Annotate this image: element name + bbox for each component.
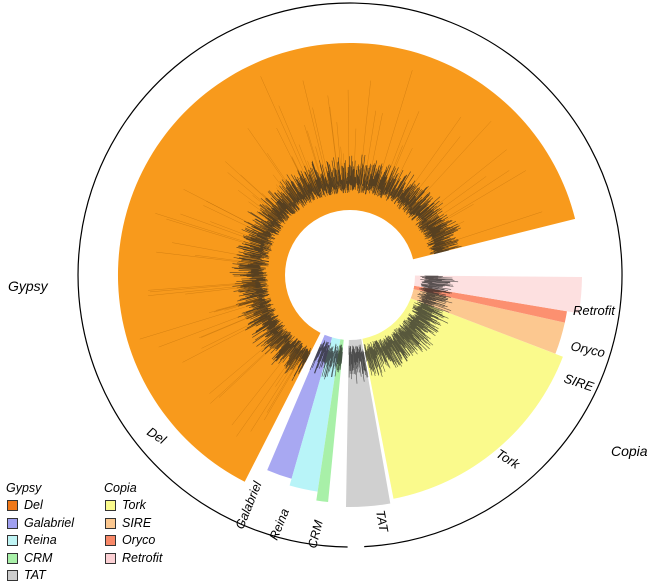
clade-label-crm: CRM xyxy=(305,518,326,550)
clade-label-retrofit: Retrofit xyxy=(573,303,616,318)
superfamily-label-gypsy: Gypsy xyxy=(8,278,49,294)
clade-label-tork: Tork xyxy=(493,446,523,473)
legend-swatch-reina xyxy=(7,535,18,547)
clade-label-reina: Reina xyxy=(267,507,292,543)
clade-sector-crm xyxy=(316,334,345,502)
legend-gypsy-title: Gypsy xyxy=(6,481,42,495)
legend-swatch-galabriel xyxy=(7,517,18,529)
legend-copia-title: Copia xyxy=(104,481,137,495)
clade-sector-del xyxy=(117,42,576,482)
clade-label-oryco: Oryco xyxy=(569,338,606,360)
legend-swatch-retrofit xyxy=(105,552,116,564)
legend-item-oryco: Oryco xyxy=(104,532,162,550)
legend-item-tat: TAT xyxy=(6,567,74,585)
clade-label-sire: SIRE xyxy=(562,371,596,395)
clade-label-del: Del xyxy=(144,424,169,448)
legend-item-crm: CRM xyxy=(6,550,74,568)
superfamily-arcs xyxy=(77,2,623,548)
clade-label-tat: TAT xyxy=(373,509,391,534)
legend-item-sire: SIRE xyxy=(104,515,162,533)
branch-fringe xyxy=(229,154,462,384)
legend-item-del: Del xyxy=(6,497,74,515)
clade-sector-tork xyxy=(358,291,563,499)
legend-item-galabriel: Galabriel xyxy=(6,515,74,533)
clade-sectors xyxy=(117,42,582,508)
legend-swatch-tork xyxy=(105,500,116,512)
legend-item-retrofit: Retrofit xyxy=(104,550,162,568)
legend-gypsy-column: Gypsy Del Galabriel Reina CRM TAT xyxy=(6,480,74,585)
branch-texture xyxy=(139,70,543,437)
branch-long xyxy=(139,70,543,437)
clade-label-galabriel: Galabriel xyxy=(233,478,265,531)
clade-sector-sire xyxy=(410,289,565,354)
clade-sector-oryco xyxy=(413,285,567,323)
legend-swatch-sire xyxy=(105,517,116,529)
arc-copia xyxy=(364,147,623,548)
legend-swatch-del xyxy=(7,500,18,512)
arc-gypsy xyxy=(77,2,591,548)
legend-item-tork: Tork xyxy=(104,497,162,515)
legend-swatch-tat xyxy=(7,570,18,582)
clade-sector-tat xyxy=(346,319,391,508)
legend-swatch-crm xyxy=(7,552,18,564)
legend-swatch-oryco xyxy=(105,535,116,547)
legend-copia-column: Copia Tork SIRE Oryco Retrofit xyxy=(104,480,162,567)
superfamily-label-copia: Copia xyxy=(611,443,648,459)
tree-center xyxy=(285,210,415,340)
legend: Gypsy Del Galabriel Reina CRM TAT Copia … xyxy=(6,480,206,585)
legend-item-reina: Reina xyxy=(6,532,74,550)
